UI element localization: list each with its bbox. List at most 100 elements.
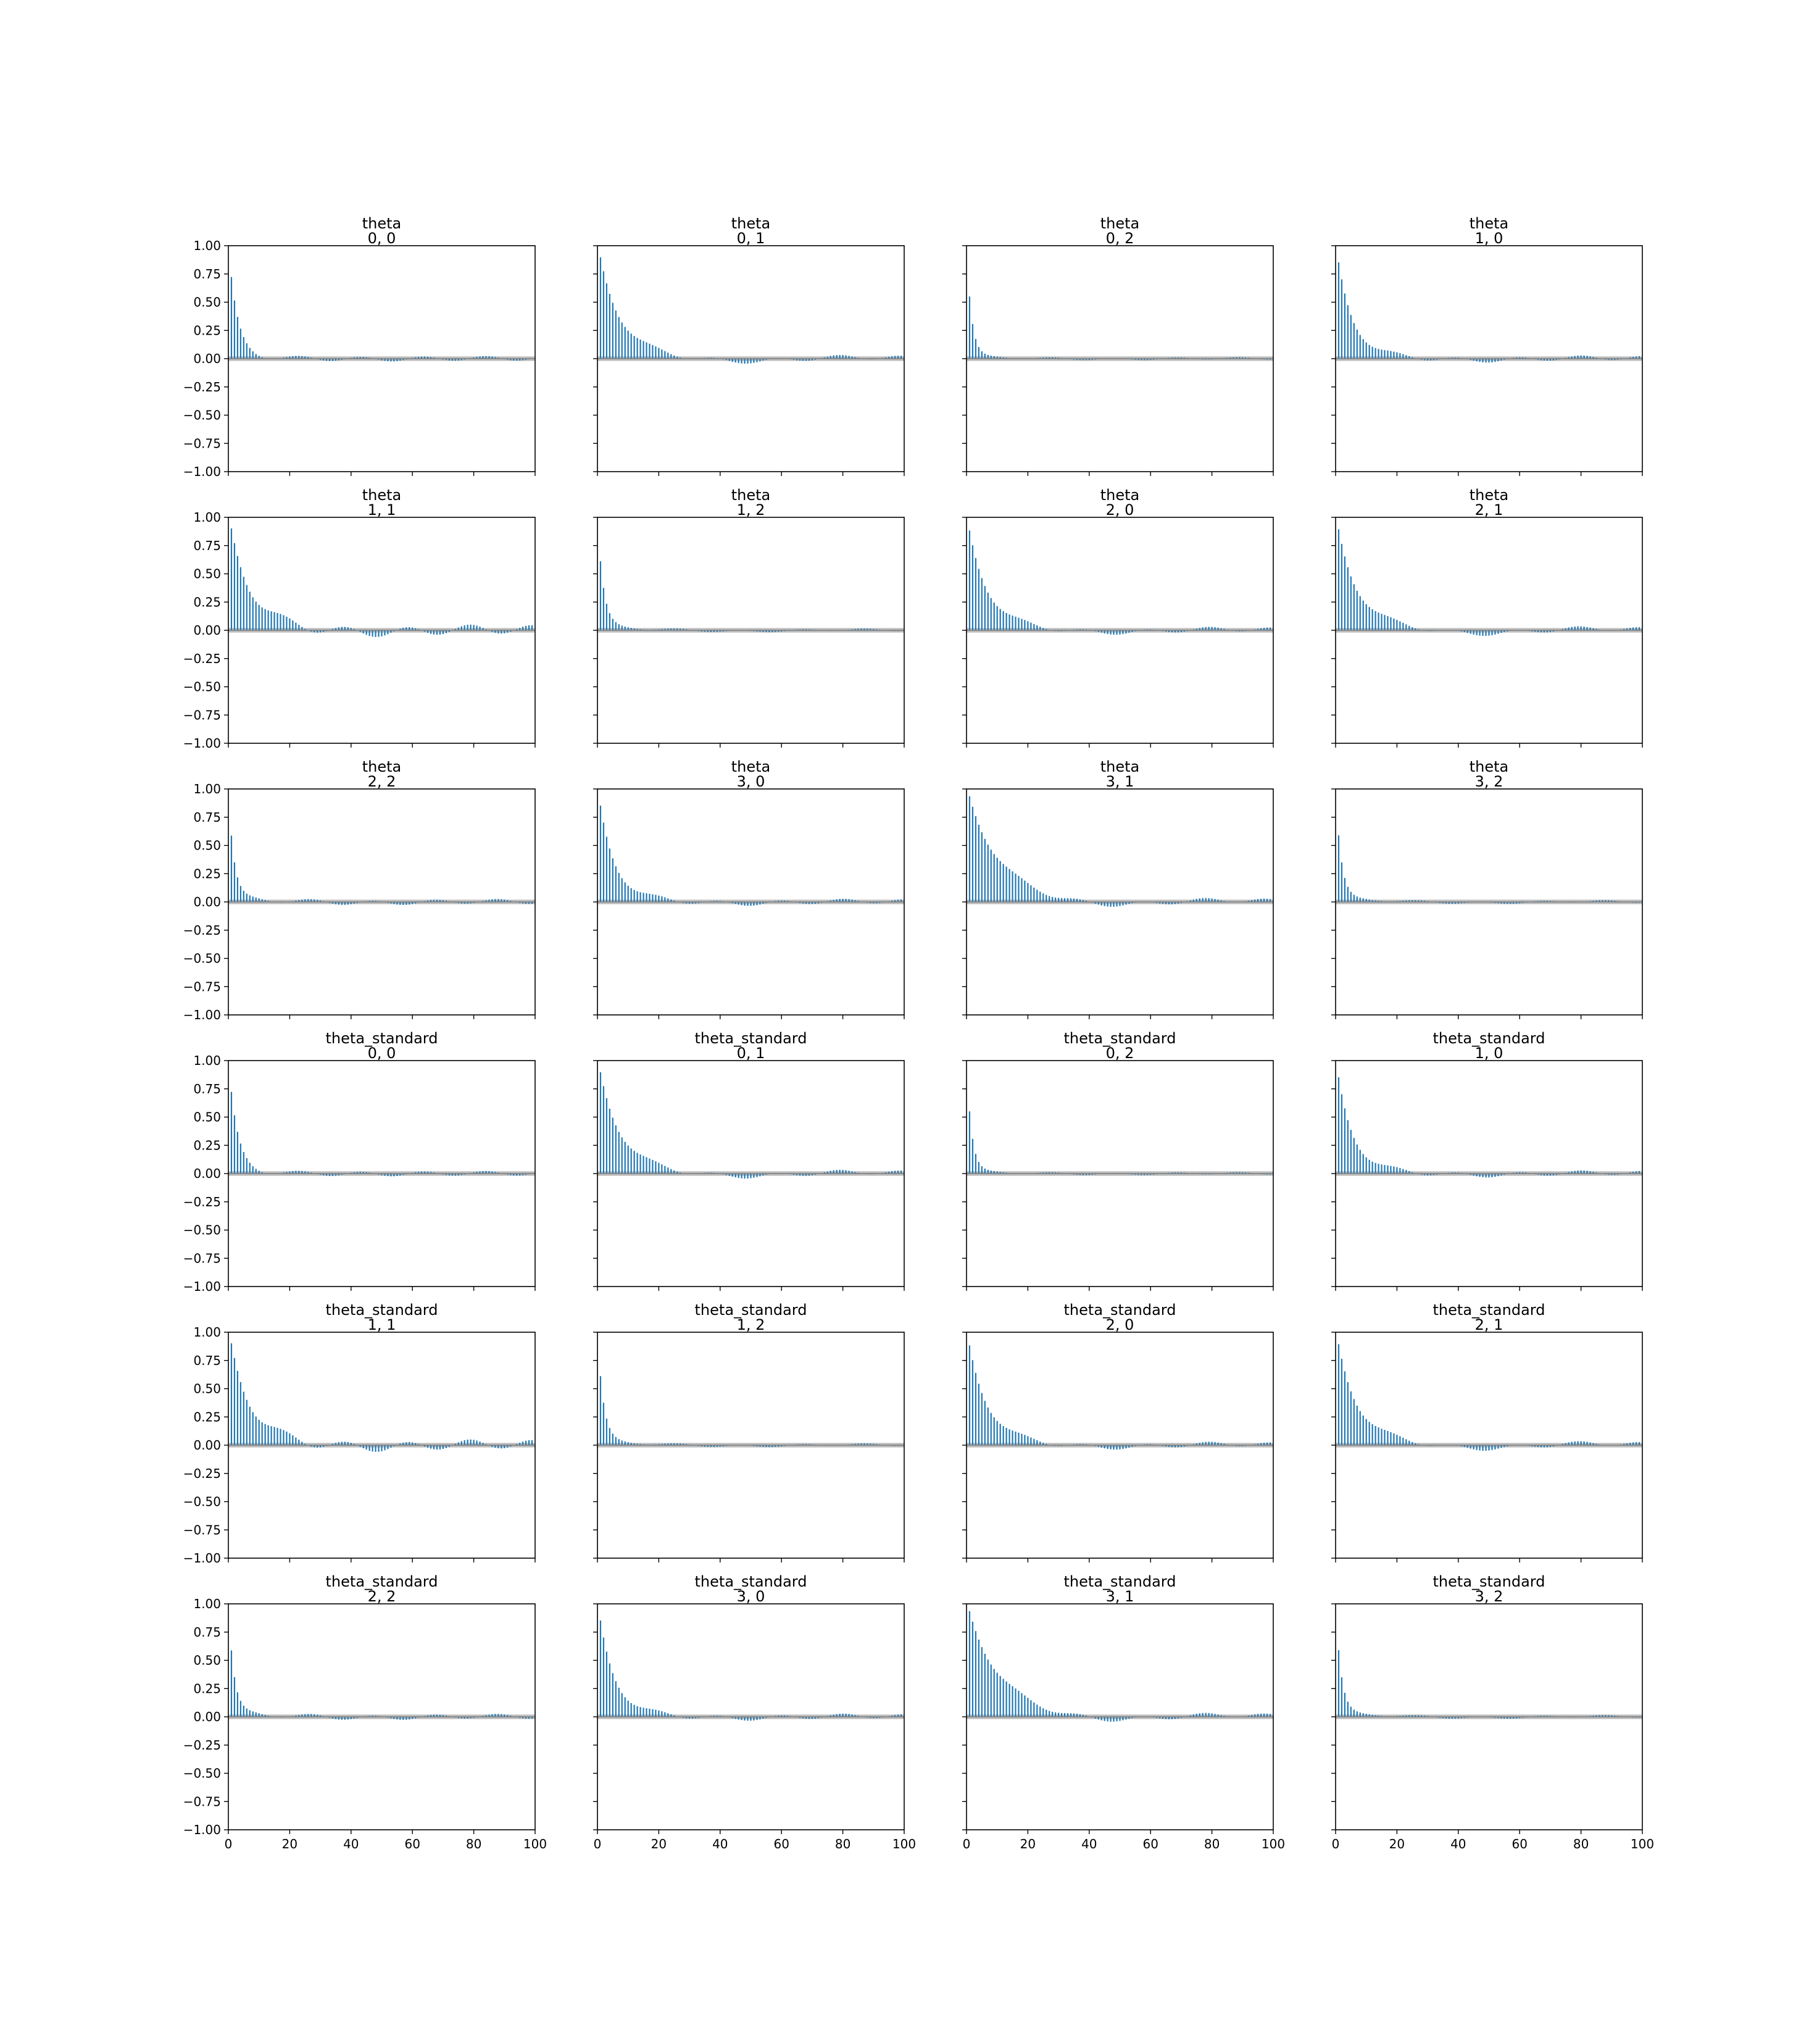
- panel-subtitle: 2, 2: [368, 1588, 396, 1605]
- panel-title: theta: [731, 486, 771, 504]
- y-tick-label: −0.50: [183, 1766, 221, 1781]
- y-tick-label: −0.50: [183, 408, 221, 423]
- y-tick-label: −0.75: [183, 436, 221, 451]
- panel-title: theta_standard: [1433, 1573, 1545, 1590]
- x-tick-label: 100: [892, 1837, 916, 1851]
- y-tick-label: 1.00: [193, 238, 221, 253]
- y-tick-label: 0.25: [193, 594, 221, 609]
- y-tick-label: −0.25: [183, 1466, 221, 1481]
- y-tick-label: 0.75: [193, 1082, 221, 1096]
- y-tick-label: 0.50: [193, 1110, 221, 1125]
- panel-title: theta: [731, 758, 771, 775]
- y-tick-label: 0.75: [193, 267, 221, 282]
- panel-title: theta: [1470, 486, 1509, 504]
- y-tick-label: −0.25: [183, 1738, 221, 1753]
- y-tick-label: −0.75: [183, 1251, 221, 1266]
- y-tick-label: 0.25: [193, 1409, 221, 1424]
- panel-subtitle: 1, 1: [368, 501, 396, 519]
- panel-subtitle: 3, 2: [1475, 1588, 1503, 1605]
- y-tick-label: 0.25: [193, 1138, 221, 1153]
- panel-subtitle: 2, 2: [368, 773, 396, 790]
- y-tick-label: −0.75: [183, 1794, 221, 1809]
- y-tick-label: 0.00: [193, 1709, 221, 1724]
- x-tick-label: 20: [282, 1837, 297, 1851]
- x-tick-label: 40: [343, 1837, 359, 1851]
- y-tick-label: 0.00: [193, 1438, 221, 1453]
- y-tick-label: 0.25: [193, 323, 221, 338]
- y-tick-label: 0.50: [193, 838, 221, 853]
- y-tick-label: −0.25: [183, 380, 221, 394]
- panel-subtitle: 3, 0: [737, 773, 765, 790]
- x-tick-label: 40: [1450, 1837, 1466, 1851]
- x-tick-label: 20: [651, 1837, 667, 1851]
- panel-subtitle: 2, 1: [1475, 501, 1503, 519]
- y-tick-label: −1.00: [183, 1007, 221, 1022]
- y-tick-label: −0.50: [183, 680, 221, 695]
- y-tick-label: −1.00: [183, 1551, 221, 1566]
- panel-subtitle: 0, 0: [368, 1045, 396, 1062]
- y-tick-label: 0.75: [193, 1625, 221, 1640]
- y-tick-label: 0.75: [193, 538, 221, 553]
- x-tick-label: 0: [594, 1837, 602, 1851]
- panel-subtitle: 3, 2: [1475, 773, 1503, 790]
- x-tick-label: 60: [404, 1837, 420, 1851]
- x-tick-label: 60: [773, 1837, 789, 1851]
- x-tick-label: 0: [1332, 1837, 1340, 1851]
- x-tick-label: 100: [1262, 1837, 1285, 1851]
- panel-subtitle: 3, 0: [737, 1588, 765, 1605]
- panel-title: theta: [1470, 758, 1509, 775]
- y-tick-label: −0.25: [183, 923, 221, 938]
- y-tick-label: −1.00: [183, 464, 221, 479]
- panel-subtitle: 2, 0: [1106, 1316, 1134, 1333]
- panel-title: theta_standard: [695, 1301, 807, 1319]
- y-tick-label: 0.50: [193, 1382, 221, 1396]
- panel-title: theta_standard: [1064, 1030, 1176, 1047]
- x-tick-label: 0: [963, 1837, 971, 1851]
- y-tick-label: 0.00: [193, 351, 221, 366]
- y-tick-label: −0.25: [183, 1195, 221, 1209]
- panel-title: theta: [731, 215, 771, 232]
- x-tick-label: 20: [1020, 1837, 1036, 1851]
- x-tick-label: 80: [1204, 1837, 1220, 1851]
- x-tick-label: 20: [1389, 1837, 1405, 1851]
- y-tick-label: −1.00: [183, 736, 221, 751]
- y-tick-label: 1.00: [193, 1053, 221, 1068]
- y-tick-label: 1.00: [193, 510, 221, 525]
- y-tick-label: 0.75: [193, 1353, 221, 1368]
- panel-title: theta: [362, 215, 402, 232]
- y-tick-label: 1.00: [193, 782, 221, 796]
- panel-subtitle: 2, 0: [1106, 501, 1134, 519]
- x-tick-label: 80: [1573, 1837, 1589, 1851]
- panel-title: theta: [1100, 758, 1140, 775]
- panel-subtitle: 1, 0: [1475, 1045, 1503, 1062]
- x-tick-label: 40: [712, 1837, 728, 1851]
- panel-subtitle: 0, 2: [1106, 230, 1134, 247]
- y-tick-label: 0.50: [193, 295, 221, 310]
- y-tick-label: 0.00: [193, 895, 221, 909]
- panel-title: theta_standard: [1064, 1301, 1176, 1319]
- panel-title: theta: [362, 486, 402, 504]
- y-tick-label: 0.75: [193, 810, 221, 825]
- y-tick-label: −0.25: [183, 651, 221, 666]
- panel-title: theta: [1470, 215, 1509, 232]
- panel-subtitle: 0, 2: [1106, 1045, 1134, 1062]
